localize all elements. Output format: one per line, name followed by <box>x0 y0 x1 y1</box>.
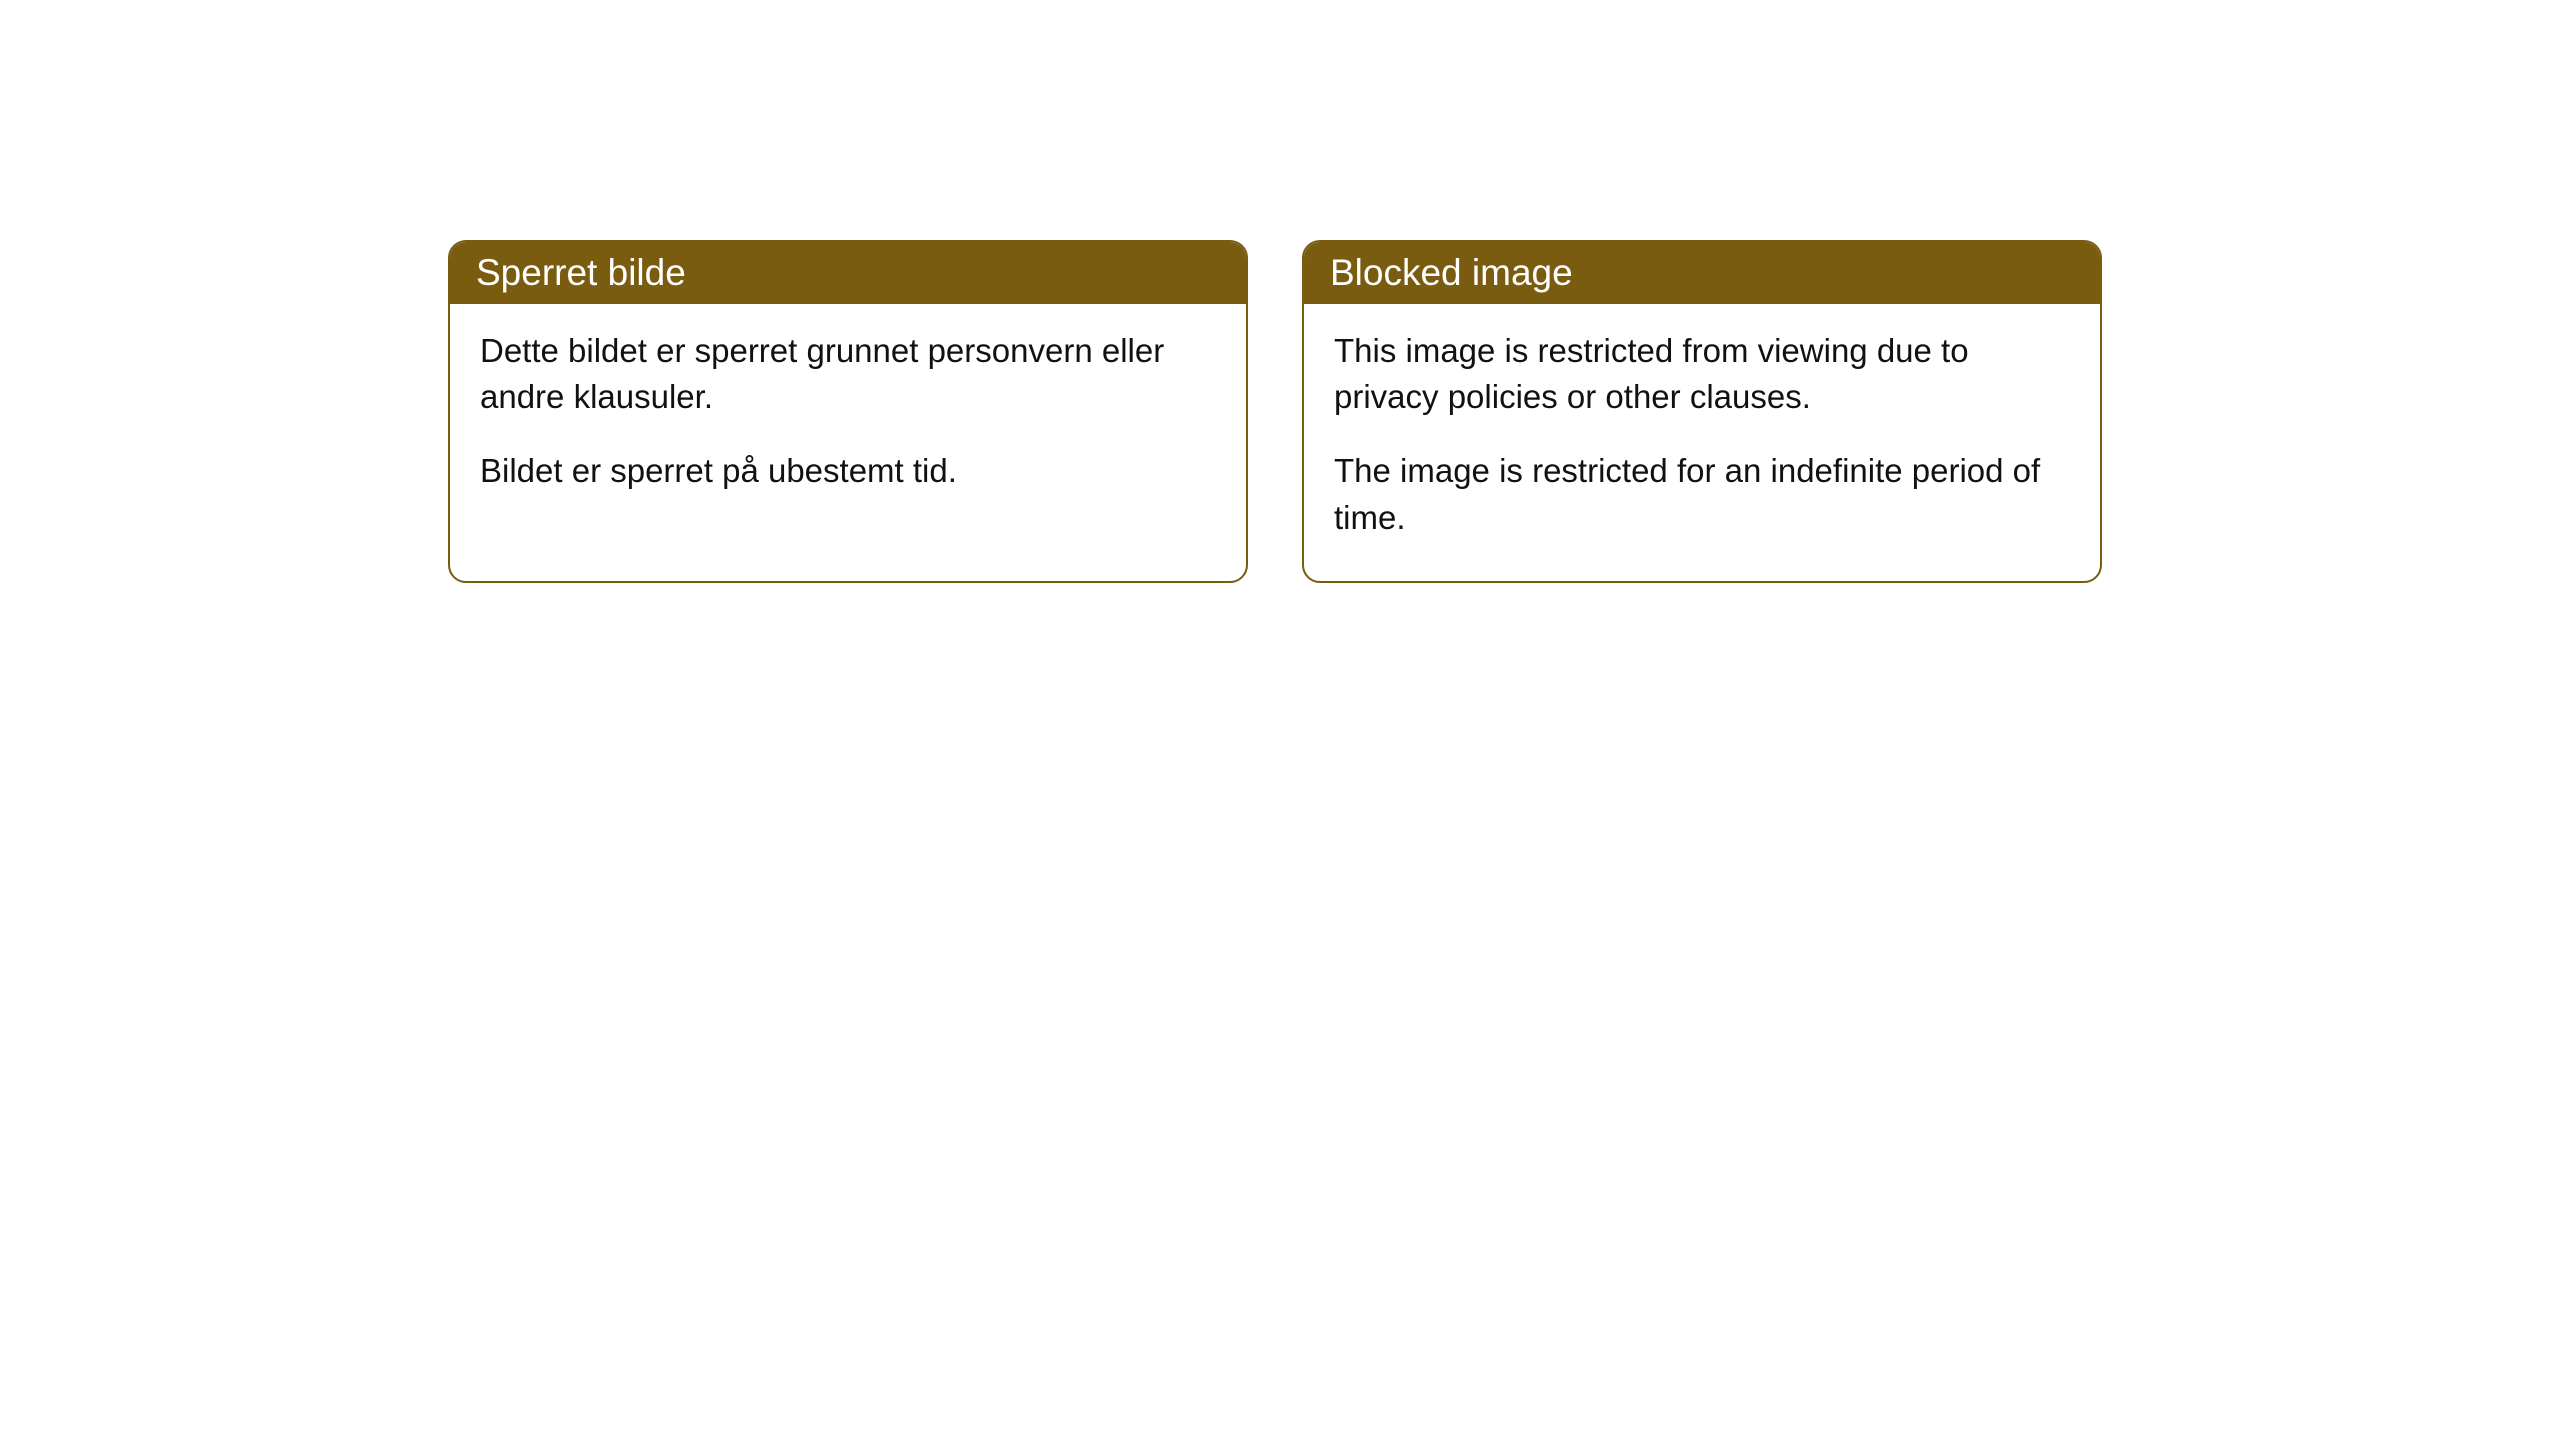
card-paragraph: Bildet er sperret på ubestemt tid. <box>480 448 1216 494</box>
card-paragraph: Dette bildet er sperret grunnet personve… <box>480 328 1216 420</box>
notice-cards-container: Sperret bilde Dette bildet er sperret gr… <box>448 240 2102 583</box>
card-title: Sperret bilde <box>476 252 686 293</box>
card-paragraph: The image is restricted for an indefinit… <box>1334 448 2070 540</box>
card-title: Blocked image <box>1330 252 1573 293</box>
card-body: This image is restricted from viewing du… <box>1304 304 2100 581</box>
card-body: Dette bildet er sperret grunnet personve… <box>450 304 1246 535</box>
card-paragraph: This image is restricted from viewing du… <box>1334 328 2070 420</box>
notice-card-norwegian: Sperret bilde Dette bildet er sperret gr… <box>448 240 1248 583</box>
notice-card-english: Blocked image This image is restricted f… <box>1302 240 2102 583</box>
card-header: Sperret bilde <box>450 242 1246 304</box>
card-header: Blocked image <box>1304 242 2100 304</box>
